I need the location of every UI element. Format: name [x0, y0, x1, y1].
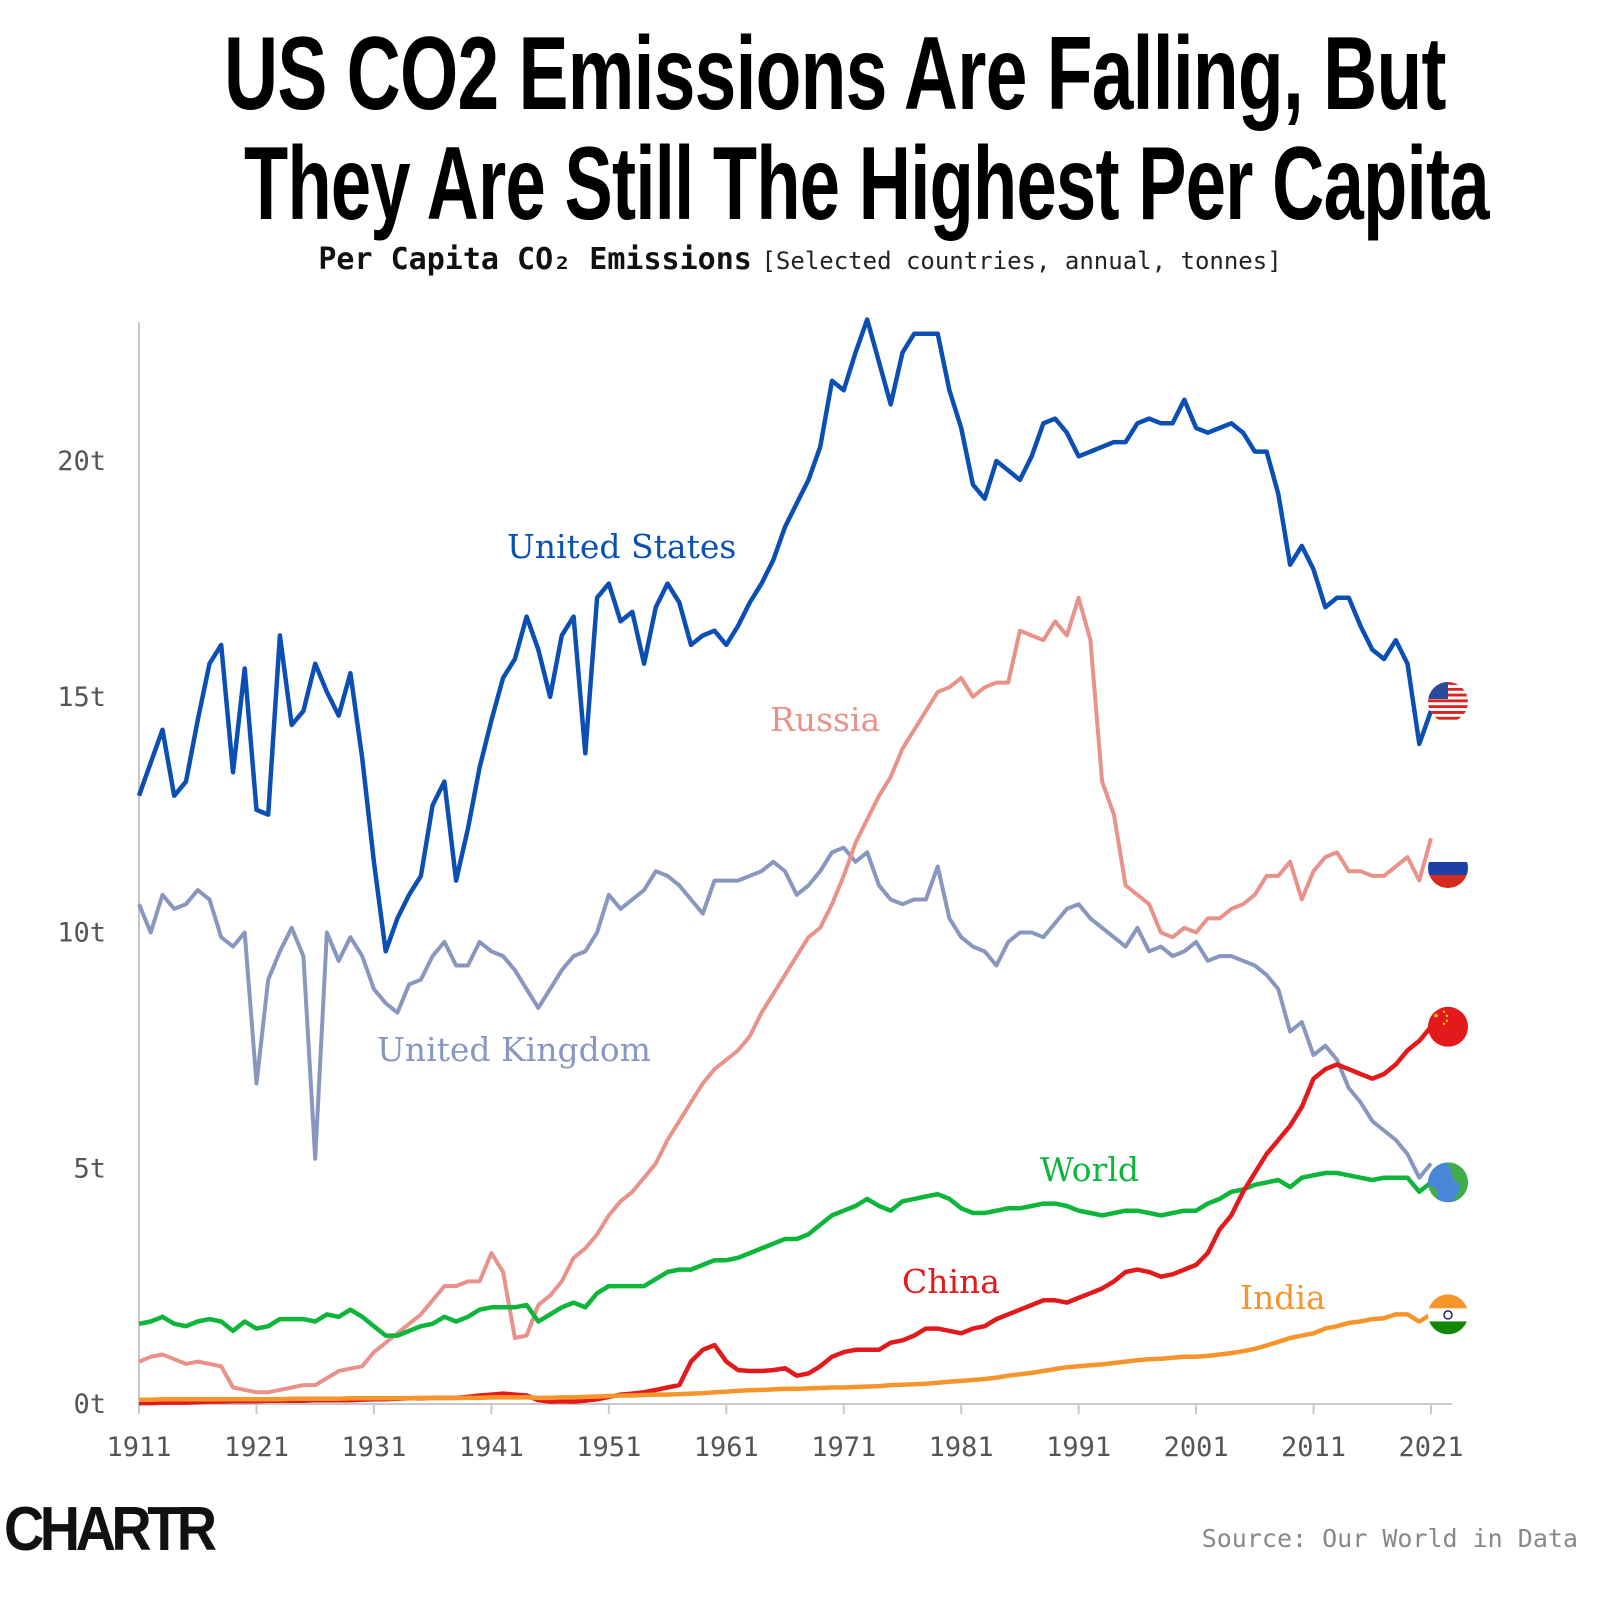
- china-flag-icon: [1428, 1006, 1468, 1047]
- x-tick-label: 1961: [694, 1432, 759, 1463]
- series-label-india: India: [1240, 1278, 1326, 1317]
- series-line-world: [138, 1170, 1433, 1338]
- y-tick-label: 10t: [57, 918, 106, 949]
- title-line-2: They Are Still The Highest Per Capita: [244, 126, 1490, 242]
- x-tick-label: 1941: [459, 1432, 524, 1463]
- series-lines: [136, 317, 1434, 1406]
- axes: 0t 5t 10t 15t 20t 1911 1921 1931 1941 1951 1961 197…: [57, 322, 1464, 1463]
- x-tick-label: 1971: [811, 1432, 876, 1463]
- y-tick-label: 0t: [73, 1389, 106, 1420]
- chart-subtitle: Per Capita CO₂ Emissions [Selected count…: [0, 242, 1600, 277]
- globe-icon: [1428, 1162, 1468, 1203]
- subtitle-main: Per Capita CO₂ Emissions: [318, 242, 752, 277]
- y-tick-label: 15t: [57, 682, 106, 713]
- x-tick-label: 1921: [224, 1432, 289, 1463]
- series-label-united-states: United States: [507, 527, 736, 566]
- india-flag-icon: [1428, 1294, 1468, 1335]
- flag-markers: [1428, 682, 1468, 1335]
- x-tick-label: 2021: [1398, 1432, 1463, 1463]
- x-tick-label: 1981: [929, 1432, 994, 1463]
- series-label-russia: Russia: [770, 700, 880, 739]
- x-tick-label: 1951: [576, 1432, 641, 1463]
- series-line-united-kingdom: [137, 845, 1433, 1180]
- x-tick-label: 1991: [1046, 1432, 1111, 1463]
- x-tick-label: 2011: [1281, 1432, 1346, 1463]
- x-tick-label: 1911: [106, 1432, 171, 1463]
- subtitle-note: [Selected countries, annual, tonnes]: [761, 247, 1282, 275]
- y-tick-label: 5t: [73, 1153, 106, 1184]
- title-line-1: US CO2 Emissions Are Falling, But: [224, 16, 1446, 132]
- series-labels: United States Russia United Kingdom World Ch…: [377, 527, 1326, 1317]
- chartr-logo: CHARTR: [4, 1495, 217, 1564]
- series-line-india: [139, 1312, 1433, 1403]
- x-tick-label: 1931: [341, 1432, 406, 1463]
- series-line-russia: [138, 595, 1433, 1395]
- series-label-united-kingdom: United Kingdom: [377, 1030, 651, 1069]
- y-tick-label: 20t: [57, 446, 106, 477]
- us-flag-icon: [1428, 682, 1468, 720]
- series-line-united-states: [136, 317, 1434, 954]
- series-label-world: World: [1040, 1150, 1139, 1189]
- russia-flag-icon: [1428, 848, 1468, 888]
- series-label-china: China: [902, 1262, 1000, 1301]
- x-tick-label: 2001: [1164, 1432, 1229, 1463]
- series-line-china: [139, 1025, 1433, 1406]
- source-note: Source: Our World in Data: [1201, 1524, 1578, 1553]
